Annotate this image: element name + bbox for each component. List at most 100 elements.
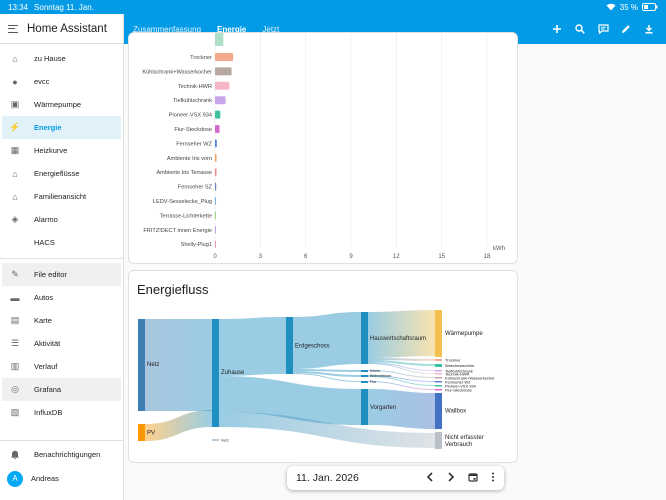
sankey-node — [435, 432, 442, 449]
family-home-icon: ⌂ — [12, 191, 18, 202]
calendar-icon[interactable] — [468, 472, 478, 485]
node-label: Flur-Steckdose — [445, 387, 473, 392]
chevron-left-icon[interactable] — [426, 471, 434, 485]
node-label: Hauswirtschaftsraum — [370, 336, 426, 342]
x-tick-label: 12 — [393, 254, 400, 260]
bar — [215, 96, 226, 105]
flow-link — [293, 369, 361, 372]
sidebar-item-influxdb[interactable]: ▧ InfluxDB — [2, 401, 121, 424]
x-tick-label: 3 — [259, 254, 263, 260]
sankey-node — [435, 364, 442, 367]
sidebar-item-energie[interactable]: ⚡ Energie — [2, 116, 121, 139]
node-label: Vorgarten — [370, 405, 396, 411]
bar — [215, 182, 217, 191]
flow-link — [368, 375, 435, 382]
node-label: Pioneer-VSX 934 — [445, 383, 477, 388]
bar — [215, 139, 217, 148]
flow-link — [219, 317, 286, 376]
sidebar-item-label: Verlauf — [34, 362, 58, 371]
sankey-node — [435, 310, 442, 357]
date-picker-bar: 11. Jan. 2026 — [287, 466, 504, 490]
node-label: Fernseher WZ — [445, 379, 471, 384]
sidebar: Home Assistant ⌂ zu Hause ● evcc ▣ Wärmepumpe… — [0, 14, 124, 500]
sidebar-item-hacs[interactable]: HACS — [2, 231, 121, 254]
sidebar-item-wärmepumpe[interactable]: ▣ Wärmepumpe — [2, 93, 121, 116]
sidebar-item-label: Karte — [34, 316, 52, 325]
sidebar-item-label: Energieflüsse — [34, 169, 80, 178]
x-tick-label: 0 — [213, 254, 217, 260]
node-label: Wohnzimmer — [370, 374, 392, 378]
sidebar-item-grafana[interactable]: ◎ Grafana — [2, 378, 121, 401]
card-title: Energiefluss — [137, 282, 209, 297]
sidebar-item-user[interactable]: A Andreas — [2, 467, 122, 490]
sankey-node — [361, 389, 368, 425]
tab-zusammenfassung[interactable]: Zusammenfassung — [133, 24, 202, 34]
home-flow-icon: ⌂ — [12, 168, 18, 179]
sidebar-item-evcc[interactable]: ● evcc — [2, 70, 121, 93]
car-icon: ▬ — [10, 292, 20, 303]
sidebar-item-energieflüsse[interactable]: ⌂ Energieflüsse — [2, 162, 121, 185]
category-label: Pioneer-VSX 934 — [169, 113, 212, 119]
x-axis-label: kWh — [493, 246, 505, 252]
category-label: Kühlschrank+Wasserkocher — [142, 69, 212, 75]
category-label: FRITZ!DECT innen Energie — [143, 228, 212, 234]
sankey-node — [435, 385, 442, 387]
category-label: Trockner — [190, 55, 212, 61]
flow-link — [293, 312, 361, 369]
category-label: Fernseher WZ — [176, 141, 212, 147]
app-title: Home Assistant — [27, 22, 107, 35]
legend-label: Netz — [221, 439, 229, 443]
sankey-node — [361, 312, 368, 364]
sidebar-divider — [0, 258, 123, 259]
category-label: Tiefkühlschrank — [173, 98, 212, 104]
download-icon[interactable] — [642, 22, 656, 36]
assist-icon[interactable] — [596, 22, 610, 36]
wrench-icon: ✎ — [11, 269, 19, 279]
sidebar-item-karte[interactable]: ▤ Karte — [2, 309, 121, 332]
bell-icon — [10, 450, 20, 460]
sidebar-item-autos[interactable]: ▬ Autos — [2, 286, 121, 309]
search-icon[interactable] — [573, 22, 587, 36]
flow-link — [368, 310, 435, 358]
sidebar-item-heizkurve[interactable]: ▦ Heizkurve — [2, 139, 121, 162]
sidebar-item-notifications[interactable]: Benachrichtigungen — [2, 443, 122, 466]
sidebar-item-aktivität[interactable]: ☰ Aktivität — [2, 332, 121, 355]
shield-icon: ◈ — [11, 214, 19, 224]
bar — [215, 67, 232, 76]
sidebar-item-label: Alarmo — [34, 215, 58, 224]
menu-icon[interactable] — [8, 24, 18, 33]
sidebar-item-zu-hause[interactable]: ⌂ zu Hause — [2, 47, 121, 70]
sidebar-item-alarmo[interactable]: ◈ Alarmo — [2, 208, 121, 231]
flow-link — [145, 410, 212, 441]
x-tick-label: 6 — [304, 254, 308, 260]
energy-flow-card: Energiefluss Netz PV Zuhause Erdgeschoss Hau… — [128, 270, 518, 463]
user-name: Andreas — [31, 474, 59, 483]
sidebar-item-label: Energie — [34, 123, 62, 132]
sidebar-item-familienansicht[interactable]: ⌂ Familienansicht — [2, 185, 121, 208]
sankey-node — [138, 424, 145, 441]
flow-link — [145, 319, 212, 411]
list-icon: ☰ — [10, 338, 20, 348]
add-icon[interactable] — [550, 22, 564, 36]
category-label: Flur-Steckdose — [174, 127, 212, 133]
sankey-node — [435, 373, 442, 375]
sidebar-item-verlauf[interactable]: ▥ Verlauf — [2, 355, 121, 378]
dashboard-icon: ▦ — [10, 145, 20, 155]
sidebar-item-file-editor[interactable]: ✎ File editor — [2, 263, 121, 286]
edit-icon[interactable] — [619, 22, 633, 36]
chevron-right-icon[interactable] — [447, 471, 455, 485]
node-label: Erdgeschoss — [295, 344, 330, 350]
more-vert-icon[interactable] — [491, 472, 495, 485]
energy-usage-card: 0 3 6 9 12 15 18 Trockner Kühlschrank+Wasserkoch… — [128, 32, 518, 264]
node-label: Tiefkühlschrank — [445, 368, 473, 373]
node-label: Nicht erfasster — [445, 435, 484, 441]
avatar: A — [7, 470, 23, 487]
sankey-node — [435, 377, 442, 379]
flow-link — [368, 362, 435, 371]
node-label: Netz — [147, 362, 159, 368]
category-label: Fernseher SZ — [178, 185, 213, 191]
lightning-icon: ⚡ — [9, 122, 21, 132]
tab-jetzt[interactable]: Jetzt — [262, 24, 280, 34]
node-label: Technik-HWR — [445, 371, 470, 376]
date-display[interactable]: 11. Jan. 2026 — [296, 472, 359, 484]
